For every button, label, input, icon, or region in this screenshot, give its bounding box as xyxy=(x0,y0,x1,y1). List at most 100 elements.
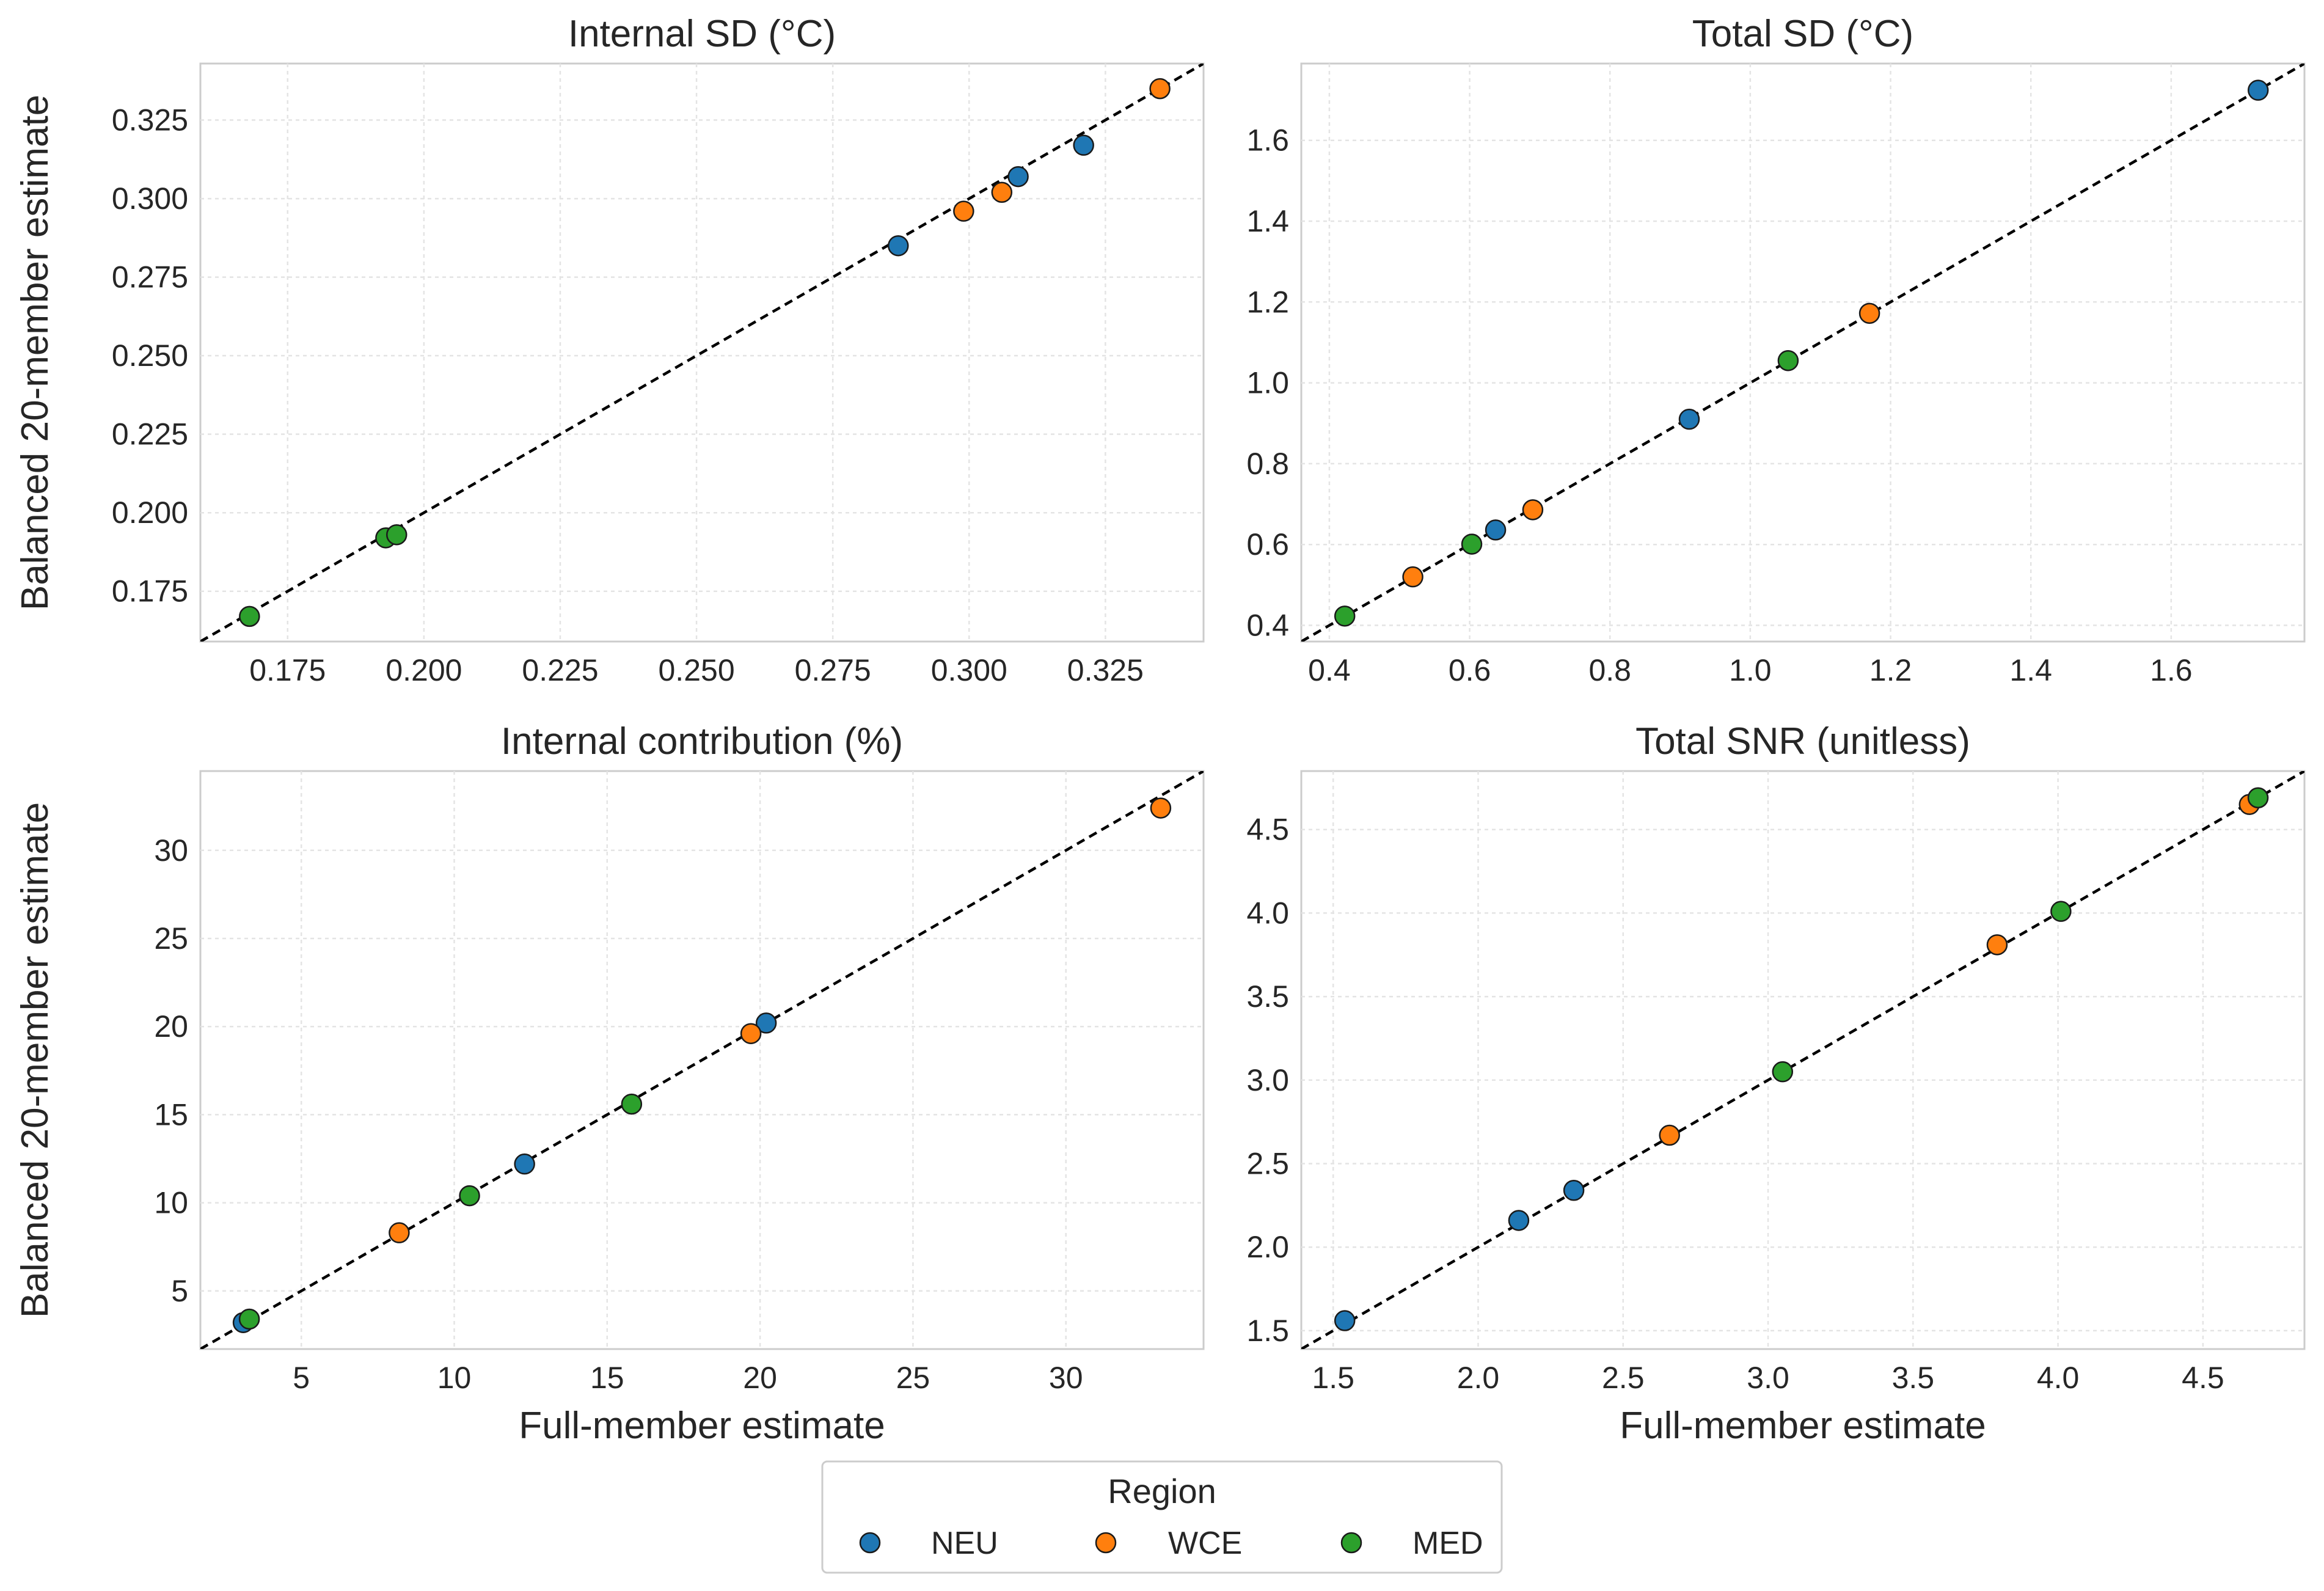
y-tick-label: 2.5 xyxy=(1246,1147,1289,1181)
y-tick-label: 1.5 xyxy=(1246,1314,1289,1348)
identity-line xyxy=(1301,771,2304,1349)
x-tick-label: 30 xyxy=(1049,1361,1083,1395)
x-tick-label: 0.6 xyxy=(1449,653,1491,687)
x-tick-label: 5 xyxy=(293,1361,310,1395)
legend-title: Region xyxy=(1108,1472,1216,1510)
panel-title: Internal contribution (%) xyxy=(501,720,903,763)
y-tick-label: 0.250 xyxy=(112,338,188,373)
x-tick-label: 1.4 xyxy=(2009,653,2052,687)
legend-item-neu: NEU xyxy=(859,1526,998,1561)
panel-title: Total SD (°C) xyxy=(1692,13,1913,55)
y-tick-label: 0.300 xyxy=(112,181,188,216)
x-tick-label: 4.5 xyxy=(2182,1361,2224,1395)
y-tick-label: 1.0 xyxy=(1246,366,1289,400)
panel-title: Total SNR (unitless) xyxy=(1635,720,1970,763)
y-tick-label: 0.200 xyxy=(112,496,188,530)
panel-1-internal-sd-c: 0.175 0.200 0.225 0.250 0.275 0.300 0.325 0.175… xyxy=(14,13,1205,687)
point-wce xyxy=(953,200,974,222)
panel-title: Internal SD (°C) xyxy=(568,13,836,55)
legend-label-wce: WCE xyxy=(1168,1526,1242,1561)
panels: 0.175 0.200 0.225 0.250 0.275 0.300 0.325 0.175… xyxy=(14,13,2306,1447)
point-neu xyxy=(1563,1180,1585,1201)
point-neu xyxy=(1678,408,1700,430)
y-tick-label: 1.2 xyxy=(1246,285,1289,319)
panel-4-total-snr-unitless: 1.5 2.0 2.5 3.0 3.5 4.0 4.5 1.5 2.0 2.5 3.0 3.5 4.0 4… xyxy=(1246,720,2306,1447)
point-wce xyxy=(1402,566,1423,588)
y-tick-label: 30 xyxy=(154,833,188,868)
point-wce xyxy=(389,1222,410,1243)
x-tick-label: 0.200 xyxy=(386,653,462,687)
y-tick-label: 10 xyxy=(154,1186,188,1220)
legend-item-wce: WCE xyxy=(1095,1526,1242,1561)
x-tick-label: 0.300 xyxy=(931,653,1007,687)
point-neu xyxy=(888,235,909,257)
point-wce xyxy=(1858,302,1880,324)
x-tick-label: 0.4 xyxy=(1308,653,1351,687)
y-axis-label: Balanced 20-member estimate xyxy=(14,802,56,1318)
y-tick-label: 25 xyxy=(154,921,188,956)
point-neu xyxy=(514,1153,535,1175)
point-neu xyxy=(1334,1310,1356,1331)
point-med xyxy=(459,1185,480,1207)
legend-marker-wce xyxy=(1095,1532,1117,1554)
y-tick-label: 20 xyxy=(154,1009,188,1044)
x-tick-label: 0.250 xyxy=(659,653,735,687)
x-tick-label: 0.225 xyxy=(522,653,598,687)
x-tick-label: 2.5 xyxy=(1602,1361,1645,1395)
point-wce xyxy=(991,181,1013,203)
x-tick-label: 0.8 xyxy=(1588,653,1631,687)
x-tick-label: 0.175 xyxy=(249,653,326,687)
point-wce xyxy=(740,1023,762,1044)
panel-3-internal-contribution: 5 10 15 20 25 30 5 10 15 20 25 30 Internal contribut… xyxy=(14,720,1205,1447)
point-neu xyxy=(755,1012,777,1034)
x-tick-label: 10 xyxy=(437,1361,472,1395)
y-tick-label: 4.5 xyxy=(1246,813,1289,847)
point-med xyxy=(1334,605,1356,627)
point-med xyxy=(1772,1061,1794,1083)
y-tick-label: 0.6 xyxy=(1246,527,1289,561)
x-axis-label: Full-member estimate xyxy=(519,1405,885,1447)
x-tick-label: 0.325 xyxy=(1067,653,1144,687)
point-med xyxy=(239,605,260,627)
point-med xyxy=(621,1093,643,1115)
legend-label-med: MED xyxy=(1412,1526,1483,1561)
point-neu xyxy=(1007,166,1029,188)
y-tick-label: 5 xyxy=(171,1274,188,1308)
x-tick-label: 25 xyxy=(896,1361,930,1395)
point-wce xyxy=(1659,1124,1680,1146)
legend-box xyxy=(821,1460,1503,1574)
identity-line xyxy=(200,771,1204,1349)
legend: Region NEU WCE MED xyxy=(821,1460,1503,1574)
legend-item-med: MED xyxy=(1340,1526,1483,1561)
point-med xyxy=(386,524,407,546)
point-wce xyxy=(1522,499,1544,521)
y-tick-label: 4.0 xyxy=(1246,896,1289,930)
point-neu xyxy=(2247,79,2269,101)
x-tick-label: 2.0 xyxy=(1457,1361,1500,1395)
point-wce xyxy=(1150,797,1172,819)
x-tick-label: 20 xyxy=(743,1361,777,1395)
x-tick-label: 1.5 xyxy=(1312,1361,1354,1395)
point-med xyxy=(2050,901,2072,922)
x-tick-label: 1.6 xyxy=(2150,653,2193,687)
y-tick-label: 1.4 xyxy=(1246,204,1289,238)
x-axis-label: Full-member estimate xyxy=(1620,1405,1986,1447)
point-neu xyxy=(1073,134,1094,156)
point-wce xyxy=(1986,934,2008,956)
legend-marker-neu xyxy=(859,1532,881,1554)
y-tick-label: 0.175 xyxy=(112,574,188,609)
identity-line xyxy=(200,64,1204,642)
point-med xyxy=(1777,349,1799,371)
y-tick-label: 2.0 xyxy=(1246,1230,1289,1264)
x-tick-label: 15 xyxy=(590,1361,624,1395)
y-tick-label: 1.6 xyxy=(1246,123,1289,158)
y-tick-label: 3.5 xyxy=(1246,979,1289,1014)
y-tick-label: 0.325 xyxy=(112,103,188,137)
y-tick-label: 0.275 xyxy=(112,260,188,294)
x-tick-label: 1.0 xyxy=(1729,653,1772,687)
x-tick-label: 0.275 xyxy=(795,653,871,687)
point-med xyxy=(238,1308,260,1330)
point-med xyxy=(2247,787,2269,808)
y-tick-label: 0.8 xyxy=(1246,447,1289,481)
